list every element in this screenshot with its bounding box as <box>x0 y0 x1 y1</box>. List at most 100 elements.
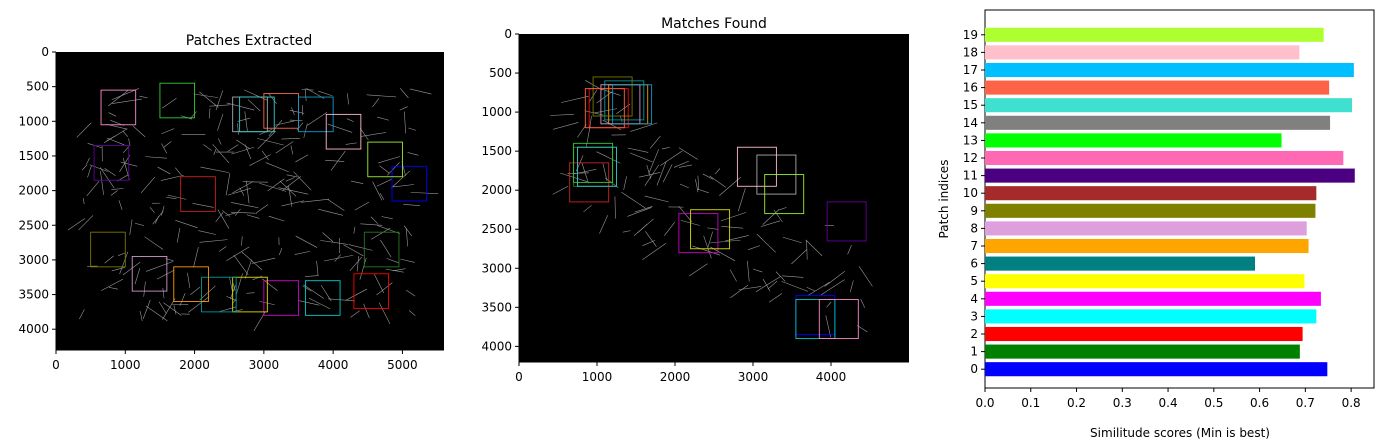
street-segment <box>379 192 385 201</box>
street-segment <box>391 170 411 189</box>
bar-12 <box>985 150 1344 166</box>
street-segment <box>748 245 761 250</box>
street-segment <box>378 156 400 164</box>
street-segment <box>175 167 182 176</box>
street-segment <box>621 192 646 209</box>
street-segment <box>649 135 661 149</box>
y-tick-label: 7 <box>970 239 978 253</box>
street-segment <box>244 259 252 279</box>
street-segment <box>242 181 269 183</box>
y-tick-label: 4000 <box>18 322 49 336</box>
street-segment <box>245 180 250 204</box>
street-segment <box>290 145 294 155</box>
bar-19 <box>985 27 1324 42</box>
street-segment <box>82 198 85 205</box>
y-tick-label: 2000 <box>18 184 49 198</box>
street-segment <box>149 207 155 213</box>
street-segment <box>79 309 85 320</box>
x-tick-label: 0.2 <box>1067 396 1086 410</box>
patch-box-10 <box>180 176 216 212</box>
y-tick-label: 3000 <box>481 261 512 275</box>
patch-box-3 <box>304 280 341 316</box>
street-segment <box>406 289 416 297</box>
street-segment <box>156 269 175 280</box>
street-segment <box>379 165 390 174</box>
x-tick-label: 1000 <box>582 370 613 384</box>
x-tick-label: 4000 <box>816 370 847 384</box>
street-segment <box>104 168 116 177</box>
street-segment <box>381 216 393 220</box>
street-segment <box>860 298 865 308</box>
street-segment <box>175 220 198 229</box>
y-tick-label: 1500 <box>18 149 49 163</box>
street-segment <box>646 165 652 179</box>
patch-boxes-middle <box>569 76 867 340</box>
street-segment <box>782 275 804 278</box>
street-segment <box>629 152 653 163</box>
street-segment <box>356 256 360 272</box>
street-segment <box>187 272 191 288</box>
bar-5 <box>985 274 1305 289</box>
street-segment <box>348 244 373 251</box>
street-segment <box>117 252 126 256</box>
street-segment <box>145 156 168 159</box>
axes-ticks-left: 0 1000 2000 3000 4000 5000 0 500 1000 1500 2000 250… <box>18 45 444 372</box>
street-segment <box>561 95 589 103</box>
street-segment <box>350 180 364 184</box>
street-segment <box>697 175 700 191</box>
street-segment <box>190 286 201 295</box>
street-segment <box>773 209 783 223</box>
street-segment <box>345 142 357 145</box>
street-segment <box>577 124 587 138</box>
street-segment <box>644 195 669 203</box>
street-segment <box>132 125 146 138</box>
street-segment <box>350 310 360 318</box>
street-segment <box>231 146 255 155</box>
street-segment <box>129 219 133 236</box>
street-segment <box>262 150 269 161</box>
street-segment <box>232 309 243 312</box>
street-segment <box>400 258 415 263</box>
street-segment <box>327 298 356 302</box>
y-tick-label: 6 <box>970 257 978 271</box>
y-tick-label: 2000 <box>481 183 512 197</box>
street-segment <box>378 302 391 324</box>
street-segment <box>630 122 658 132</box>
street-segment <box>847 245 852 255</box>
patch-box-19 <box>764 174 805 215</box>
street-segment <box>386 258 399 264</box>
street-segment <box>307 112 328 126</box>
x-tick-label: 0.0 <box>975 396 994 410</box>
street-segment <box>347 93 349 105</box>
street-segment <box>161 128 175 135</box>
street-segment <box>673 160 689 168</box>
street-segment <box>145 305 168 322</box>
street-segment <box>602 163 608 182</box>
street-segment <box>222 210 231 217</box>
street-segment <box>232 283 236 291</box>
street-segment <box>648 149 659 174</box>
bar-4 <box>985 291 1321 306</box>
street-segment <box>267 178 285 192</box>
street-segment <box>215 212 224 222</box>
street-segment <box>212 144 230 164</box>
street-segment <box>217 138 222 145</box>
street-segment <box>163 302 182 316</box>
street-segment <box>225 212 236 216</box>
street-segment <box>327 198 345 211</box>
street-segment <box>627 147 649 153</box>
street-segment <box>76 122 92 138</box>
street-segment <box>87 165 92 178</box>
street-segment <box>301 89 314 91</box>
patch-box-5 <box>232 276 268 313</box>
y-axis-label: Patch indices <box>937 160 951 239</box>
bar-6 <box>985 256 1256 271</box>
street-segment <box>112 98 142 104</box>
street-segment <box>128 138 131 147</box>
street-segment <box>227 188 251 196</box>
street-segment <box>583 205 592 213</box>
street-segment <box>857 325 868 333</box>
patch-box-18 <box>736 146 777 187</box>
x-tick-label: 1000 <box>110 358 141 372</box>
street-segment <box>281 138 301 140</box>
